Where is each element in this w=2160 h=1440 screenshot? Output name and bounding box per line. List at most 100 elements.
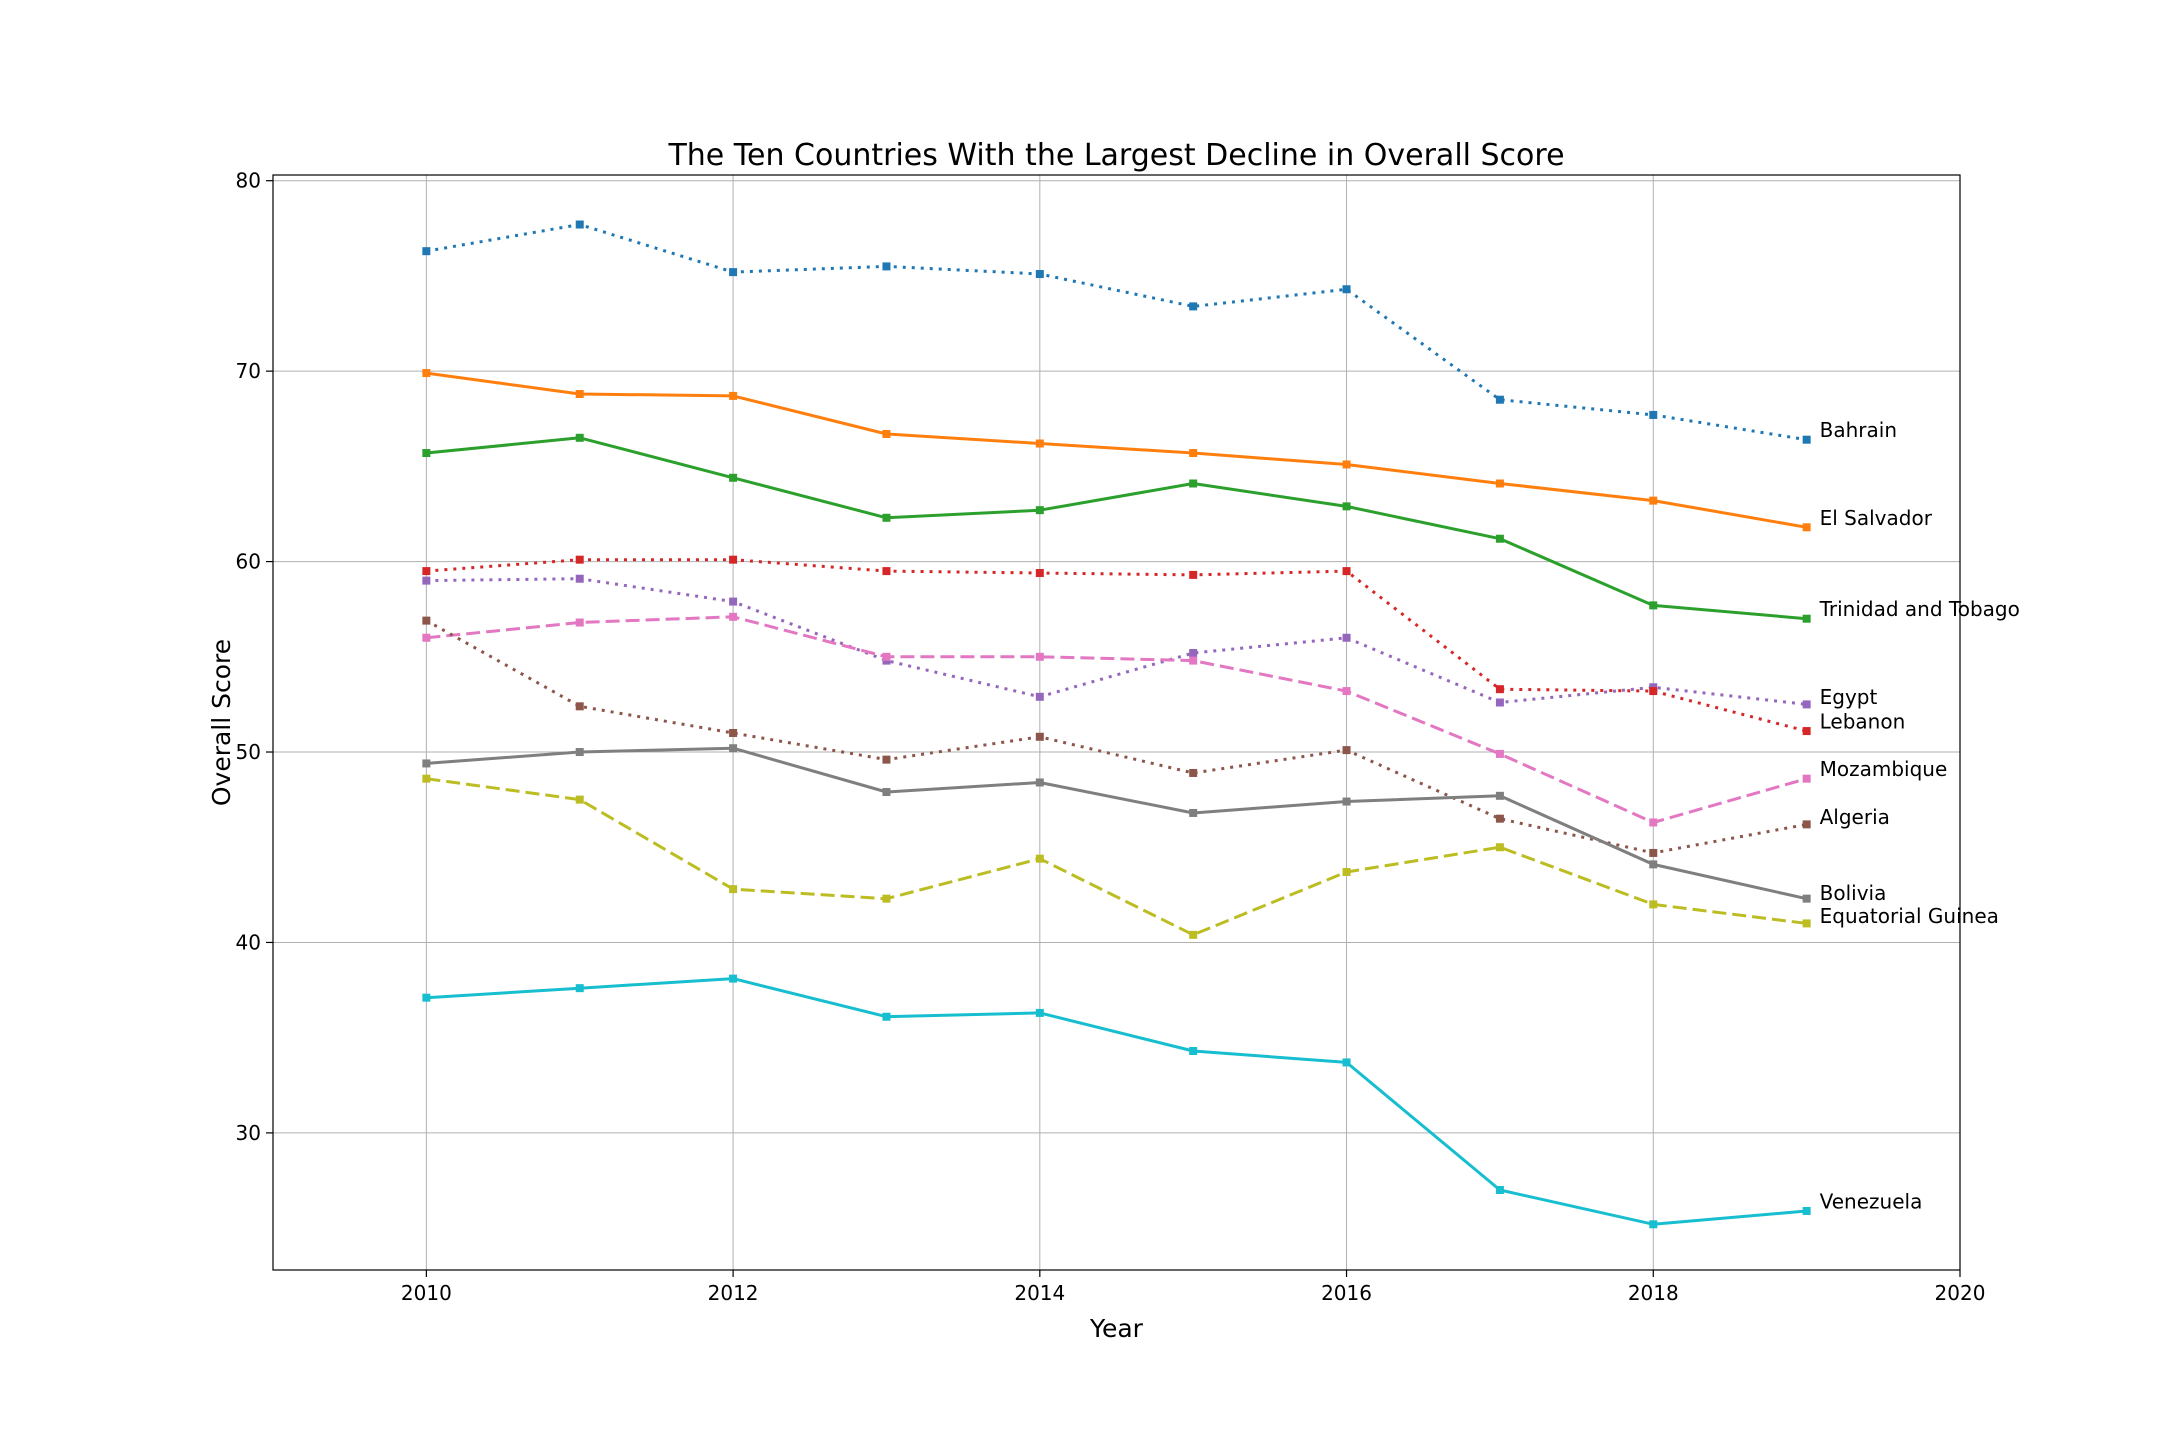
data-point-egypt	[1495, 698, 1504, 707]
series-bolivia	[422, 744, 1811, 903]
data-point-lebanon	[1035, 569, 1044, 578]
data-point-lebanon	[882, 567, 891, 576]
data-point-mozambique	[729, 612, 738, 621]
data-point-mozambique	[422, 633, 431, 642]
x-tick-label: 2010	[401, 1281, 452, 1305]
data-point-egypt	[729, 597, 738, 606]
data-point-mozambique	[882, 652, 891, 661]
series-label-algeria: Algeria	[1820, 805, 1890, 829]
y-tick-label: 70	[236, 359, 261, 383]
data-point-equatorial-guinea	[729, 885, 738, 894]
data-point-bahrain	[422, 247, 431, 256]
data-point-trinidad-and-tobago	[1342, 502, 1351, 511]
data-point-lebanon	[1802, 727, 1811, 736]
data-point-bolivia	[1802, 894, 1811, 903]
data-point-el-salvador	[729, 391, 738, 400]
data-point-egypt	[1342, 633, 1351, 642]
series-line-venezuela	[426, 977, 1807, 1226]
data-point-el-salvador	[422, 369, 431, 378]
data-point-algeria	[1802, 820, 1811, 829]
series-line-mozambique	[426, 615, 1808, 824]
data-point-bolivia	[729, 744, 738, 753]
data-point-algeria	[729, 728, 738, 737]
plot-frame	[272, 174, 1961, 1271]
data-point-venezuela	[729, 974, 738, 983]
data-point-trinidad-and-tobago	[422, 449, 431, 458]
data-point-egypt	[1802, 700, 1811, 709]
x-tick-label: 2012	[708, 1281, 759, 1305]
series-el-salvador	[422, 369, 1811, 532]
series-line-equatorial-guinea	[426, 777, 1807, 937]
data-point-el-salvador	[1802, 523, 1811, 532]
data-point-mozambique	[1495, 749, 1504, 758]
series-line-algeria	[425, 619, 1807, 855]
data-point-el-salvador	[1342, 460, 1351, 469]
data-point-bahrain	[1035, 270, 1044, 279]
series-trinidad-and-tobago	[422, 433, 1811, 623]
data-point-bolivia	[1035, 778, 1044, 787]
y-tick-label: 80	[236, 169, 261, 193]
data-point-trinidad-and-tobago	[882, 513, 891, 522]
series-label-lebanon: Lebanon	[1820, 710, 1906, 734]
y-tick-label: 50	[236, 740, 261, 764]
x-tick-label: 2014	[1014, 1281, 1065, 1305]
y-tick-label: 60	[236, 550, 261, 574]
y-axis-label: Overall Score	[207, 639, 236, 806]
x-tick-label: 2018	[1628, 1281, 1679, 1305]
data-point-venezuela	[1035, 1008, 1044, 1017]
series-label-mozambique: Mozambique	[1820, 757, 1948, 781]
data-point-trinidad-and-tobago	[1649, 601, 1658, 610]
data-point-lebanon	[1189, 570, 1198, 579]
data-point-bolivia	[1495, 791, 1504, 800]
data-point-el-salvador	[575, 390, 584, 398]
data-point-mozambique	[1342, 687, 1351, 696]
data-point-bahrain	[882, 262, 891, 271]
series-equatorial-guinea	[422, 774, 1811, 939]
series-label-bolivia: Bolivia	[1820, 881, 1887, 905]
data-point-bahrain	[575, 220, 584, 229]
data-point-egypt	[575, 574, 584, 583]
x-tick-label: 2020	[1935, 1281, 1986, 1305]
data-point-bolivia	[1189, 808, 1198, 817]
data-point-trinidad-and-tobago	[1495, 534, 1504, 543]
data-point-venezuela	[1802, 1206, 1811, 1215]
data-point-bolivia	[422, 759, 431, 768]
data-point-bolivia	[1649, 860, 1658, 869]
data-point-egypt	[1189, 648, 1198, 657]
data-point-venezuela	[575, 984, 584, 993]
data-point-el-salvador	[1649, 496, 1658, 505]
data-point-lebanon	[1649, 687, 1658, 696]
data-point-equatorial-guinea	[1035, 854, 1044, 863]
data-point-bahrain	[1342, 285, 1351, 294]
series-line-bolivia	[426, 746, 1807, 901]
data-point-bahrain	[1495, 395, 1504, 404]
data-point-mozambique	[1649, 818, 1658, 827]
series-label-bahrain: Bahrain	[1820, 418, 1897, 442]
series-bahrain	[422, 220, 1811, 444]
y-tick-label: 30	[236, 1121, 261, 1145]
data-point-egypt	[1035, 692, 1044, 701]
data-point-bahrain	[729, 268, 738, 277]
data-point-equatorial-guinea	[1342, 867, 1351, 876]
data-point-lebanon	[422, 567, 431, 576]
data-point-equatorial-guinea	[1495, 843, 1504, 852]
data-point-mozambique	[1802, 774, 1811, 783]
data-point-mozambique	[575, 618, 584, 627]
data-point-algeria	[575, 702, 584, 711]
data-point-lebanon	[575, 555, 584, 564]
data-point-venezuela	[1189, 1047, 1198, 1055]
series-algeria	[422, 616, 1811, 857]
data-point-equatorial-guinea	[575, 795, 584, 804]
data-point-equatorial-guinea	[882, 894, 891, 903]
data-point-algeria	[1035, 732, 1044, 741]
data-point-egypt	[422, 576, 431, 585]
data-point-lebanon	[1495, 685, 1504, 694]
series-label-egypt: Egypt	[1820, 685, 1878, 709]
grid-lines	[273, 175, 1961, 1270]
data-point-venezuela	[1649, 1220, 1658, 1229]
data-point-algeria	[1342, 746, 1351, 755]
data-point-el-salvador	[1035, 439, 1044, 448]
data-point-trinidad-and-tobago	[1035, 506, 1044, 515]
